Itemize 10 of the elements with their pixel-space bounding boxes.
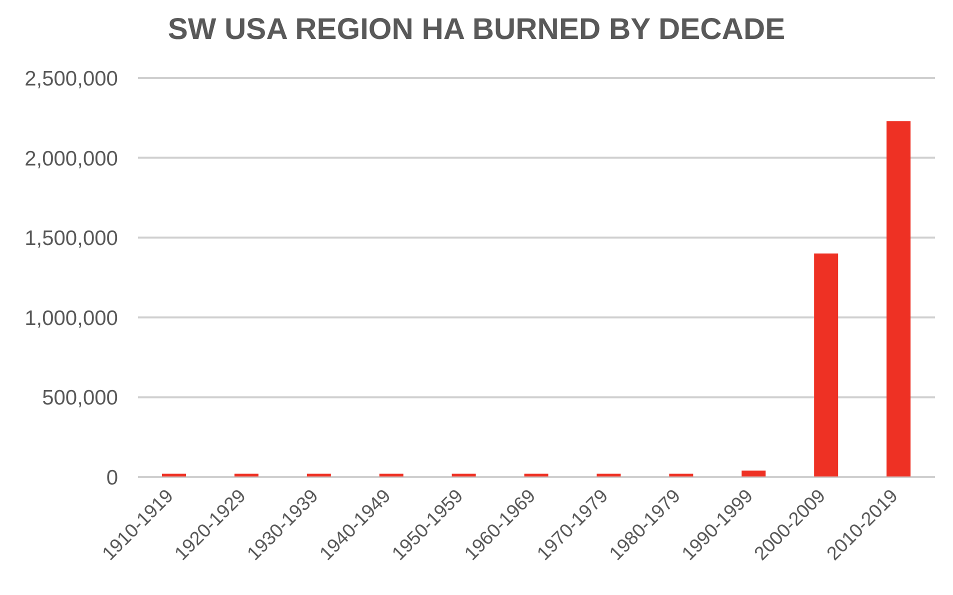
- y-tick-label: 2,500,000: [24, 67, 118, 90]
- bar: [814, 254, 838, 477]
- chart-title: SW USA REGION HA BURNED BY DECADE: [166, 12, 786, 48]
- bar: [742, 470, 766, 477]
- y-tick-label: 500,000: [42, 386, 118, 410]
- y-tick-label: 1,500,000: [24, 227, 118, 250]
- bar: [886, 121, 911, 477]
- y-tick-label: 1,000,000: [24, 306, 118, 330]
- y-tick-label: 0: [106, 466, 118, 490]
- y-tick-label: 2,000,000: [24, 147, 118, 170]
